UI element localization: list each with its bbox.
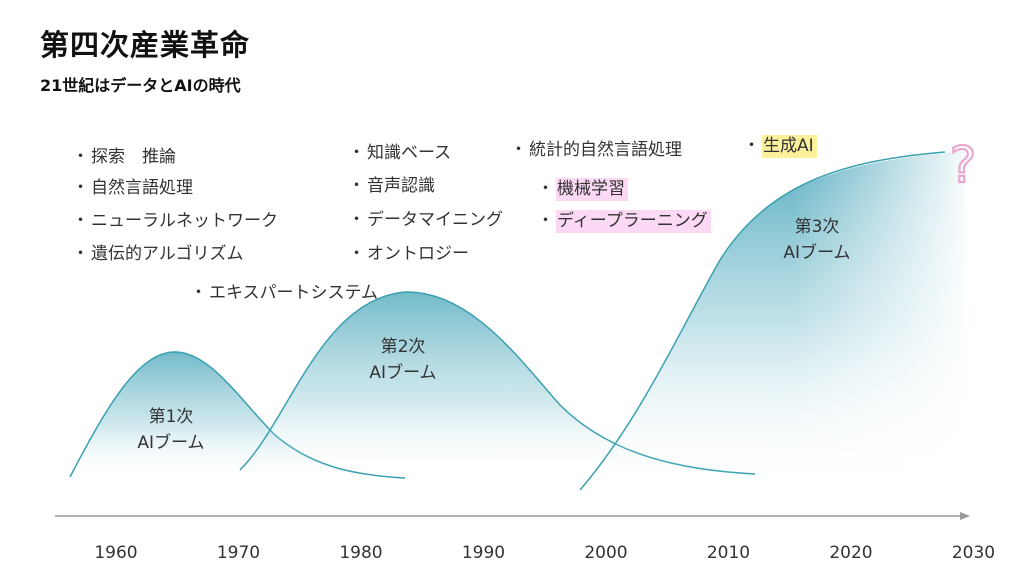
boom1-label-line1: 第1次 bbox=[149, 407, 194, 427]
year-label: 2010 bbox=[707, 543, 750, 563]
tech-item-highlighted: ・ディープラーニング bbox=[537, 210, 711, 233]
page-title: 第四次産業革命 bbox=[40, 28, 251, 62]
tech-item: ・音声認識 bbox=[348, 176, 435, 196]
year-label: 2030 bbox=[952, 543, 995, 563]
page-subtitle: 21世紀はデータとAIの時代 bbox=[40, 76, 241, 95]
boom3-curve bbox=[579, 151, 946, 491]
tech-item-generative: ・生成AI bbox=[743, 135, 817, 158]
year-label: 2020 bbox=[829, 543, 872, 563]
boom3-label-line2: AIブーム bbox=[783, 242, 850, 263]
year-label: 1970 bbox=[217, 543, 260, 563]
tech-item: ・自然言語処理 bbox=[72, 178, 193, 198]
timeline-arrow-icon bbox=[960, 512, 970, 520]
boom3-label-line1: 第3次 bbox=[795, 217, 840, 237]
tech-item-highlighted: ・機械学習 bbox=[537, 178, 628, 201]
boom3-fade bbox=[580, 152, 965, 490]
year-label: 1960 bbox=[94, 543, 137, 563]
year-label: 1990 bbox=[462, 543, 505, 563]
boom2-fill bbox=[240, 291, 755, 476]
question-mark-icon: ? bbox=[950, 136, 977, 194]
tech-item: ・知識ベース bbox=[348, 143, 452, 163]
tech-item: ・統計的自然言語処理 bbox=[510, 140, 682, 160]
tech-item: ・ニューラルネットワーク bbox=[72, 211, 278, 231]
tech-item: ・エキスパートシステム bbox=[190, 283, 378, 303]
tech-item: ・遺伝的アルゴリズム bbox=[72, 244, 244, 264]
boom1-fill bbox=[70, 352, 405, 480]
year-labels: 1960 1970 1980 1990 2000 2010 2020 2030 bbox=[94, 543, 995, 563]
year-label: 2000 bbox=[584, 543, 627, 563]
boom2-label-line1: 第2次 bbox=[381, 337, 426, 357]
tech-item: ・探索 推論 bbox=[72, 147, 176, 167]
boom2-label-line2: AIブーム bbox=[369, 362, 436, 383]
tech-item: ・データマイニング bbox=[348, 210, 503, 230]
year-label: 1980 bbox=[339, 543, 382, 563]
boom1-label-line2: AIブーム bbox=[137, 432, 204, 453]
tech-item: ・オントロジー bbox=[348, 244, 469, 264]
